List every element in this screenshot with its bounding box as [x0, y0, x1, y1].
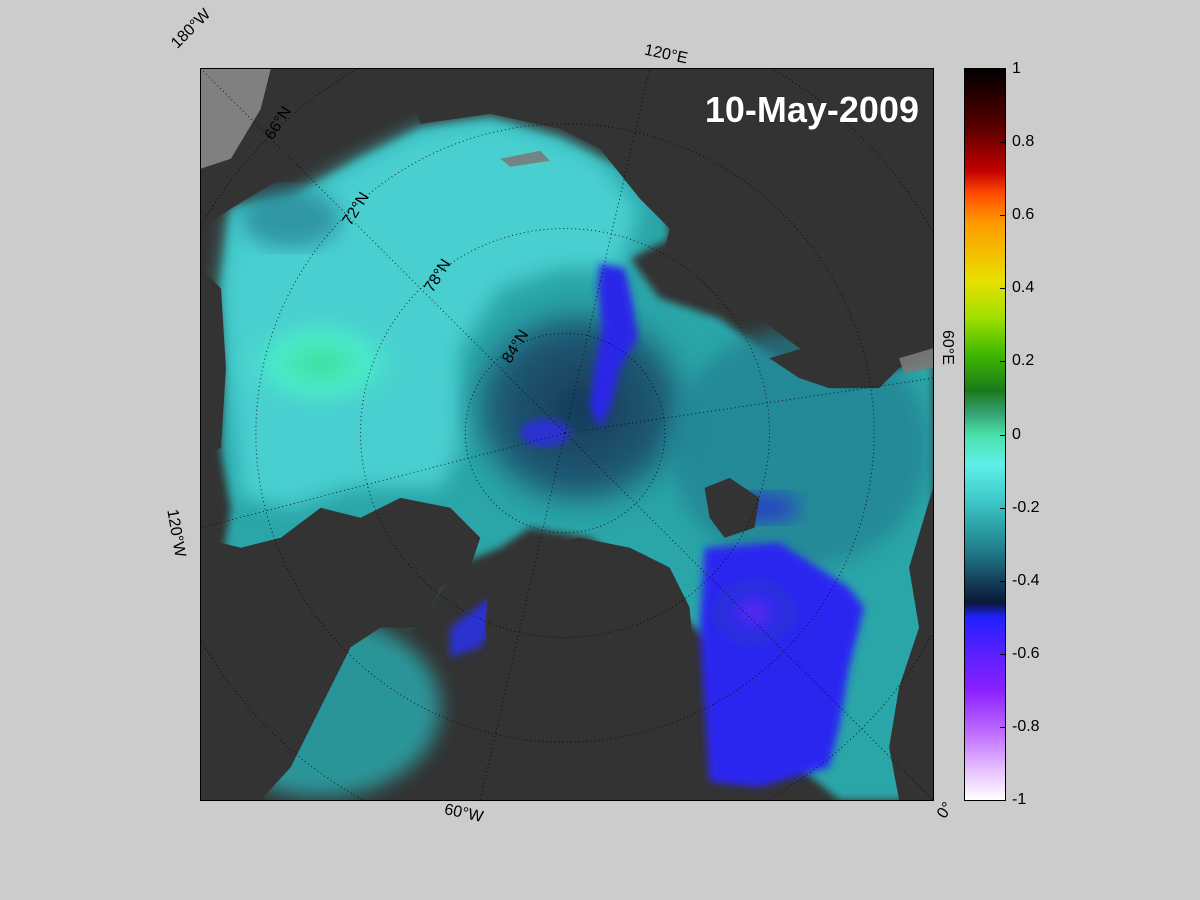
- lon-label-60w: 60°W: [442, 801, 485, 826]
- colorbar-tick-mark: [1000, 434, 1006, 436]
- alaska: [201, 69, 401, 229]
- lon-label-0: 0°: [934, 799, 957, 822]
- colorbar-tick-label: 0.4: [1012, 279, 1035, 297]
- lon-label-120e: 120°E: [642, 41, 690, 68]
- mask-region: [201, 69, 271, 169]
- lon-label-120w: 120°W: [163, 508, 189, 559]
- colorbar-tick-mark: [1000, 361, 1006, 363]
- colorbar-tick-mark: [1000, 69, 1006, 70]
- svalbard: [704, 477, 760, 538]
- colorbar-tick-mark: [1000, 142, 1006, 144]
- colorbar-tick-mark: [1000, 215, 1006, 217]
- scandinavia: [889, 487, 933, 800]
- colorbar-tick-label: -0.2: [1012, 498, 1040, 516]
- colorbar: [964, 68, 1006, 801]
- colorbar-tick-label: 0.8: [1012, 133, 1035, 151]
- map-canvas: 66°N 72°N 78°N 84°N: [201, 69, 933, 800]
- colorbar-tick-label: 0.2: [1012, 352, 1035, 370]
- left-land: [201, 268, 226, 458]
- map-panel: 66°N 72°N 78°N 84°N 10-May-2009: [200, 68, 934, 801]
- colorbar-tick-mark: [1000, 653, 1006, 655]
- landmasses: [201, 69, 933, 800]
- colorbar-tick-label: -0.8: [1012, 717, 1040, 735]
- colorbar-tick-mark: [1000, 580, 1006, 582]
- lon-label-180w: 180°W: [168, 5, 215, 53]
- colorbar-tick-label: 0: [1012, 425, 1021, 443]
- greenland: [485, 537, 695, 800]
- colorbar-tick-label: -0.6: [1012, 644, 1040, 662]
- canadian-archipelago: [201, 497, 481, 800]
- colorbar-tick-mark: [1000, 288, 1006, 290]
- novaya-zemlya: [769, 343, 900, 389]
- siberia: [400, 69, 933, 369]
- colorbar-tick-label: 1: [1012, 60, 1021, 77]
- colorbar-tick-label: -0.4: [1012, 571, 1040, 589]
- colorbar-tick-label: -1: [1012, 791, 1027, 808]
- graticule: [201, 69, 933, 800]
- lon-label-60e: 60°E: [939, 330, 956, 365]
- colorbar-tick-label: 0.6: [1012, 206, 1035, 224]
- colorbar-tick-mark: [1000, 800, 1006, 801]
- date-label: 10-May-2009: [704, 89, 919, 130]
- colorbar-tick-mark: [1000, 726, 1006, 728]
- colorbar-tick-mark: [1000, 507, 1006, 509]
- coast-shadows: [500, 150, 933, 374]
